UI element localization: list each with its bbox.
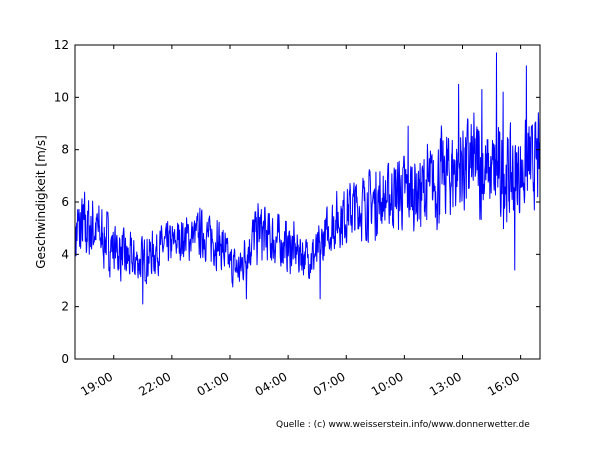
axes: 0 2 4 6 8 10 12 19:00 22:00 01:00 04:00 07:00 10:00 1…	[34, 38, 541, 399]
source-note: Quelle : (c) www.weisserstein.info/www.d…	[276, 420, 530, 430]
x-tick-label: 22:00	[136, 369, 173, 398]
x-tick-label: 13:00	[427, 369, 464, 398]
y-axis-label: Geschwindigkeit [m/s]	[34, 135, 48, 269]
x-tick-label: 10:00	[369, 369, 406, 398]
x-tick-label: 04:00	[253, 369, 290, 398]
plot-area	[75, 52, 540, 305]
y-tick-label: 8	[61, 143, 69, 157]
plot-frame	[74, 44, 541, 360]
y-tick-label: 6	[61, 195, 69, 209]
y-tick-label: 0	[61, 352, 69, 366]
y-tick-label: 10	[54, 90, 69, 104]
y-tick-label: 2	[61, 300, 69, 314]
x-tick-label: 01:00	[195, 369, 232, 398]
series-line-0	[75, 52, 540, 305]
x-tick-label: 07:00	[311, 369, 348, 398]
y-tick-label: 4	[61, 247, 69, 261]
x-tick-label: 16:00	[485, 369, 522, 398]
x-tick-label: 19:00	[78, 369, 115, 398]
y-tick-label: 12	[54, 38, 69, 52]
